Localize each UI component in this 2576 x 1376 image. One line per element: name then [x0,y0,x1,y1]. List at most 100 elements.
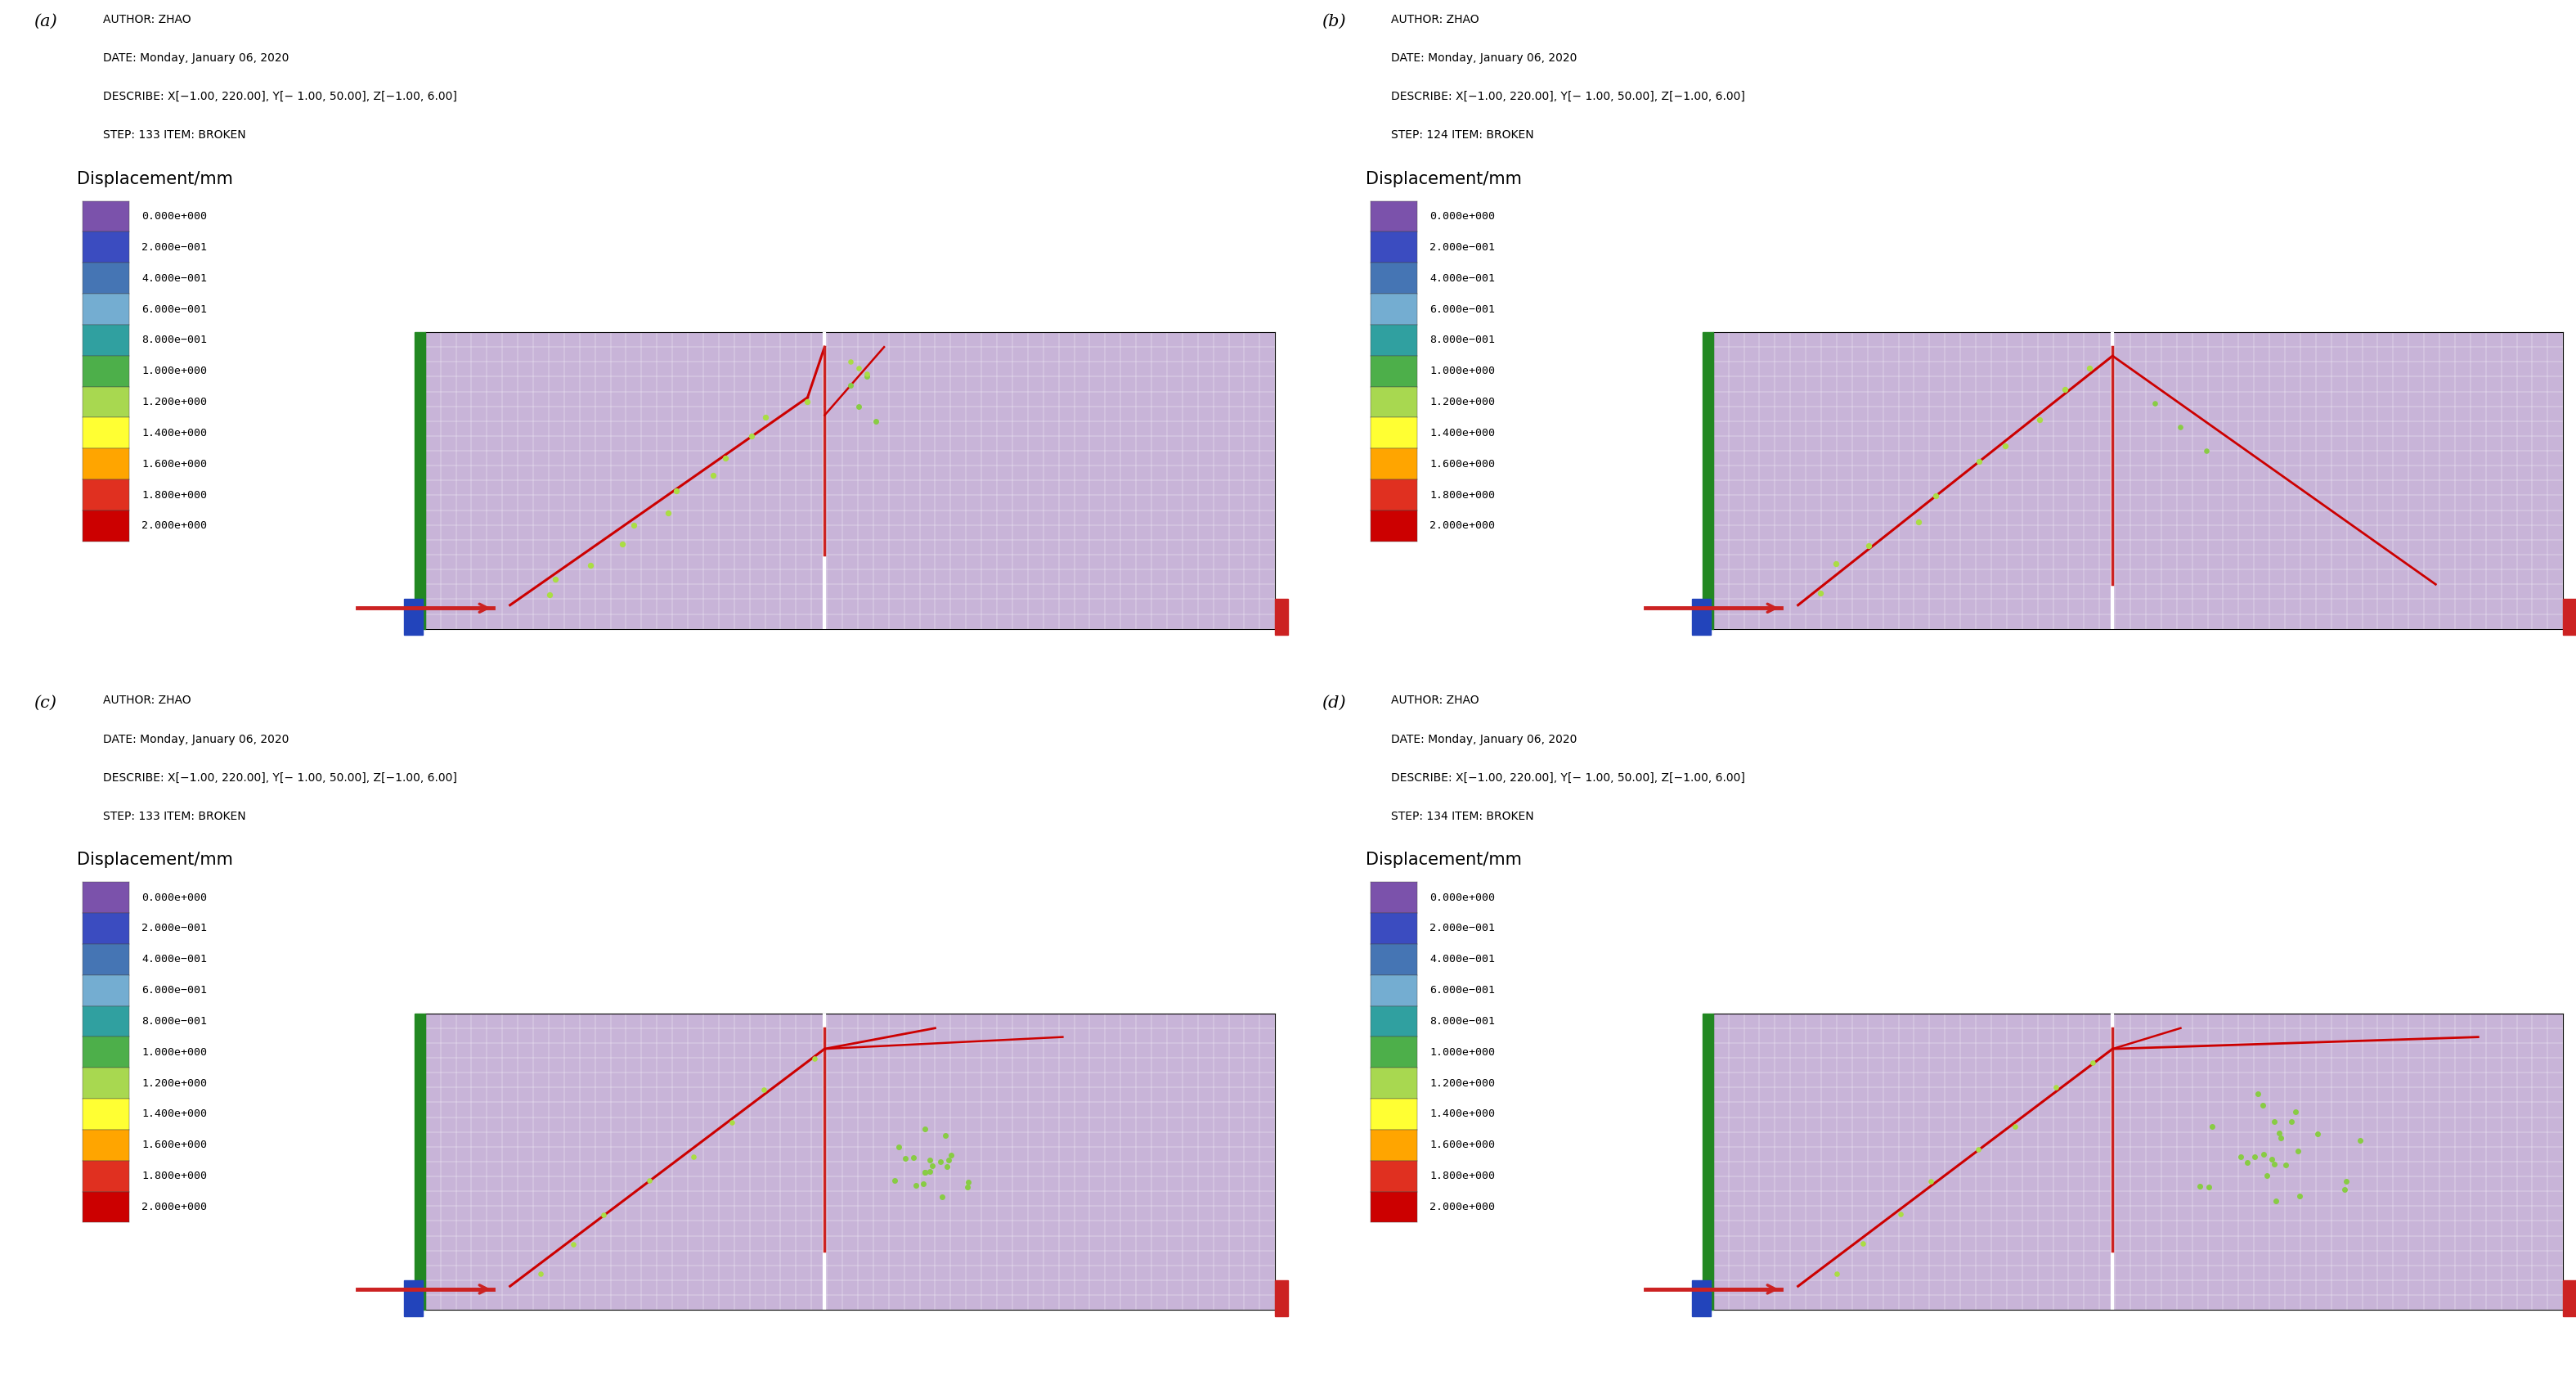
Text: 1.000e+000: 1.000e+000 [1430,1047,1494,1058]
Point [1880,1203,1922,1225]
Text: 0.000e+000: 0.000e+000 [1430,211,1494,222]
Point [732,425,773,447]
Point [2254,1190,2295,1212]
Text: 1.200e+000: 1.200e+000 [142,396,206,407]
Point [829,351,871,373]
Text: 8.000e−001: 8.000e−001 [142,1015,206,1026]
Point [2020,409,2061,431]
Text: DATE: Monday, January 06, 2020: DATE: Monday, January 06, 2020 [103,52,289,63]
Point [878,1137,920,1159]
Text: Displacement/mm: Displacement/mm [1365,171,1522,187]
Point [786,391,827,413]
Text: 6.000e−001: 6.000e−001 [142,985,206,996]
Point [657,480,698,502]
Text: 2.000e+000: 2.000e+000 [1430,1201,1494,1212]
Point [2192,1116,2233,1138]
Text: 4.000e−001: 4.000e−001 [142,954,206,965]
Point [1909,1171,1950,1193]
Text: 2.000e−001: 2.000e−001 [142,923,206,934]
Bar [1692,1280,1710,1315]
Bar [1275,599,1288,634]
Point [948,1171,989,1193]
Text: AUTHOR: ZHAO: AUTHOR: ZHAO [1391,695,1479,706]
Point [2275,1101,2316,1123]
Text: 1.600e+000: 1.600e+000 [142,458,206,469]
Text: 1.800e+000: 1.800e+000 [1430,490,1494,501]
Text: 2.000e+000: 2.000e+000 [1430,520,1494,531]
Text: DESCRIBE: X[−1.00, 220.00], Y[− 1.00, 50.00], Z[−1.00, 6.00]: DESCRIBE: X[−1.00, 220.00], Y[− 1.00, 50… [103,91,456,102]
Point [2226,1152,2267,1174]
Point [1816,552,1857,574]
Text: DESCRIBE: X[−1.00, 220.00], Y[− 1.00, 50.00], Z[−1.00, 6.00]: DESCRIBE: X[−1.00, 220.00], Y[− 1.00, 50… [1391,91,1744,102]
Point [744,1079,786,1101]
Point [2244,1143,2285,1165]
Point [837,356,878,378]
Point [629,1170,670,1192]
Point [613,513,654,535]
Text: 6.000e−001: 6.000e−001 [1430,985,1494,996]
Point [1842,1233,1883,1255]
Point [848,363,889,385]
Text: STEP: 124 ITEM: BROKEN: STEP: 124 ITEM: BROKEN [1391,129,1533,140]
Point [2246,1164,2287,1186]
Point [2071,1051,2112,1073]
Text: DESCRIBE: X[−1.00, 220.00], Y[− 1.00, 50.00], Z[−1.00, 6.00]: DESCRIBE: X[−1.00, 220.00], Y[− 1.00, 50… [1391,772,1744,783]
Text: (b): (b) [1321,14,1345,29]
Text: DATE: Monday, January 06, 2020: DATE: Monday, January 06, 2020 [1391,52,1577,63]
Point [2298,1123,2339,1145]
Point [693,465,734,487]
Text: 8.000e−001: 8.000e−001 [1430,334,1494,345]
Text: AUTHOR: ZHAO: AUTHOR: ZHAO [103,695,191,706]
Point [925,1156,966,1178]
Point [2190,1176,2231,1198]
Text: 1.000e+000: 1.000e+000 [142,1047,206,1058]
Point [902,1172,943,1194]
Text: 8.000e−001: 8.000e−001 [1430,1015,1494,1026]
Point [2324,1179,2365,1201]
Bar [1275,1280,1288,1315]
Point [909,1160,951,1182]
Point [884,1148,925,1170]
Point [793,1047,835,1069]
Point [1958,450,1999,472]
Text: (c): (c) [33,695,57,710]
Point [2251,1148,2293,1170]
Point [2221,1146,2262,1168]
Text: 2.000e+000: 2.000e+000 [142,1201,206,1212]
Text: (a): (a) [33,14,57,29]
Text: 1.800e+000: 1.800e+000 [142,490,206,501]
Point [711,1112,752,1134]
Text: 1.600e+000: 1.600e+000 [1430,458,1494,469]
Point [894,1146,935,1168]
Point [2179,1175,2221,1197]
Point [2159,416,2200,438]
Point [1914,484,1955,506]
Point [647,502,688,524]
Text: 4.000e−001: 4.000e−001 [1430,272,1494,283]
Point [1816,1263,1857,1285]
Bar [404,1280,422,1315]
Point [909,1149,951,1171]
Point [2264,1153,2306,1175]
Point [948,1176,989,1198]
Text: STEP: 134 ITEM: BROKEN: STEP: 134 ITEM: BROKEN [1391,810,1533,821]
Point [837,395,878,417]
Point [930,1143,971,1165]
Point [1899,510,1940,533]
Point [706,447,747,469]
Point [2259,1127,2300,1149]
Text: DATE: Monday, January 06, 2020: DATE: Monday, January 06, 2020 [1391,733,1577,744]
Text: 0.000e+000: 0.000e+000 [142,211,206,222]
Point [1801,582,1842,604]
Point [2035,1076,2076,1098]
Text: 1.000e+000: 1.000e+000 [142,366,206,377]
Text: 6.000e−001: 6.000e−001 [1430,304,1494,315]
Text: 1.400e+000: 1.400e+000 [142,1109,206,1120]
Text: 4.000e−001: 4.000e−001 [1430,954,1494,965]
Text: 1.200e+000: 1.200e+000 [142,1077,206,1088]
Point [554,1233,595,1255]
Point [873,1170,914,1192]
Text: 0.000e+000: 0.000e+000 [1430,892,1494,903]
Bar [404,599,422,634]
Point [896,1174,938,1196]
